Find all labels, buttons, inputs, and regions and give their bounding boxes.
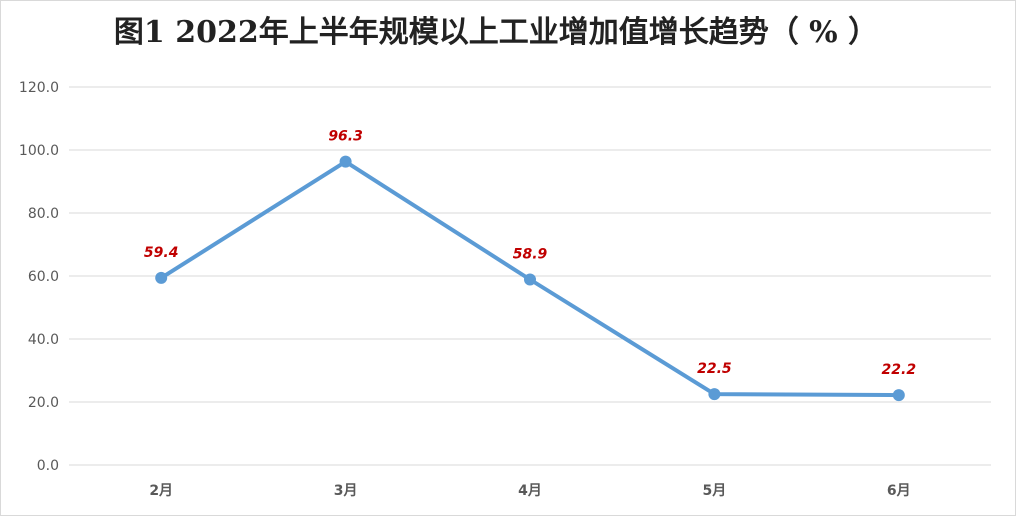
y-tick-label: 120.0 [19, 80, 59, 96]
data-label: 58.9 [513, 246, 548, 262]
y-tick-label: 80.0 [28, 206, 59, 222]
x-tick-label: 6月 [887, 483, 911, 499]
y-tick-label: 20.0 [28, 395, 59, 411]
y-tick-label: 100.0 [19, 143, 59, 159]
data-point [155, 271, 168, 284]
x-tick-label: 5月 [703, 483, 727, 499]
data-point [524, 273, 536, 286]
data-label: 22.5 [697, 361, 732, 377]
y-tick-label: 0.0 [37, 458, 59, 474]
x-tick-label: 2月 [149, 483, 173, 499]
data-label: 22.2 [882, 362, 917, 378]
x-tick-label: 4月 [518, 483, 542, 499]
data-label: 96.3 [328, 129, 363, 145]
data-label: 59.4 [144, 245, 179, 261]
y-tick-label: 60.0 [28, 269, 59, 285]
data-point [708, 388, 721, 401]
chart-title: 图1 2022年上半年规模以上工业增加值增长趋势（ % ） [113, 15, 879, 50]
y-tick-label: 40.0 [28, 332, 59, 348]
data-point [892, 389, 905, 402]
x-tick-label: 3月 [334, 483, 358, 499]
data-point [339, 155, 352, 168]
